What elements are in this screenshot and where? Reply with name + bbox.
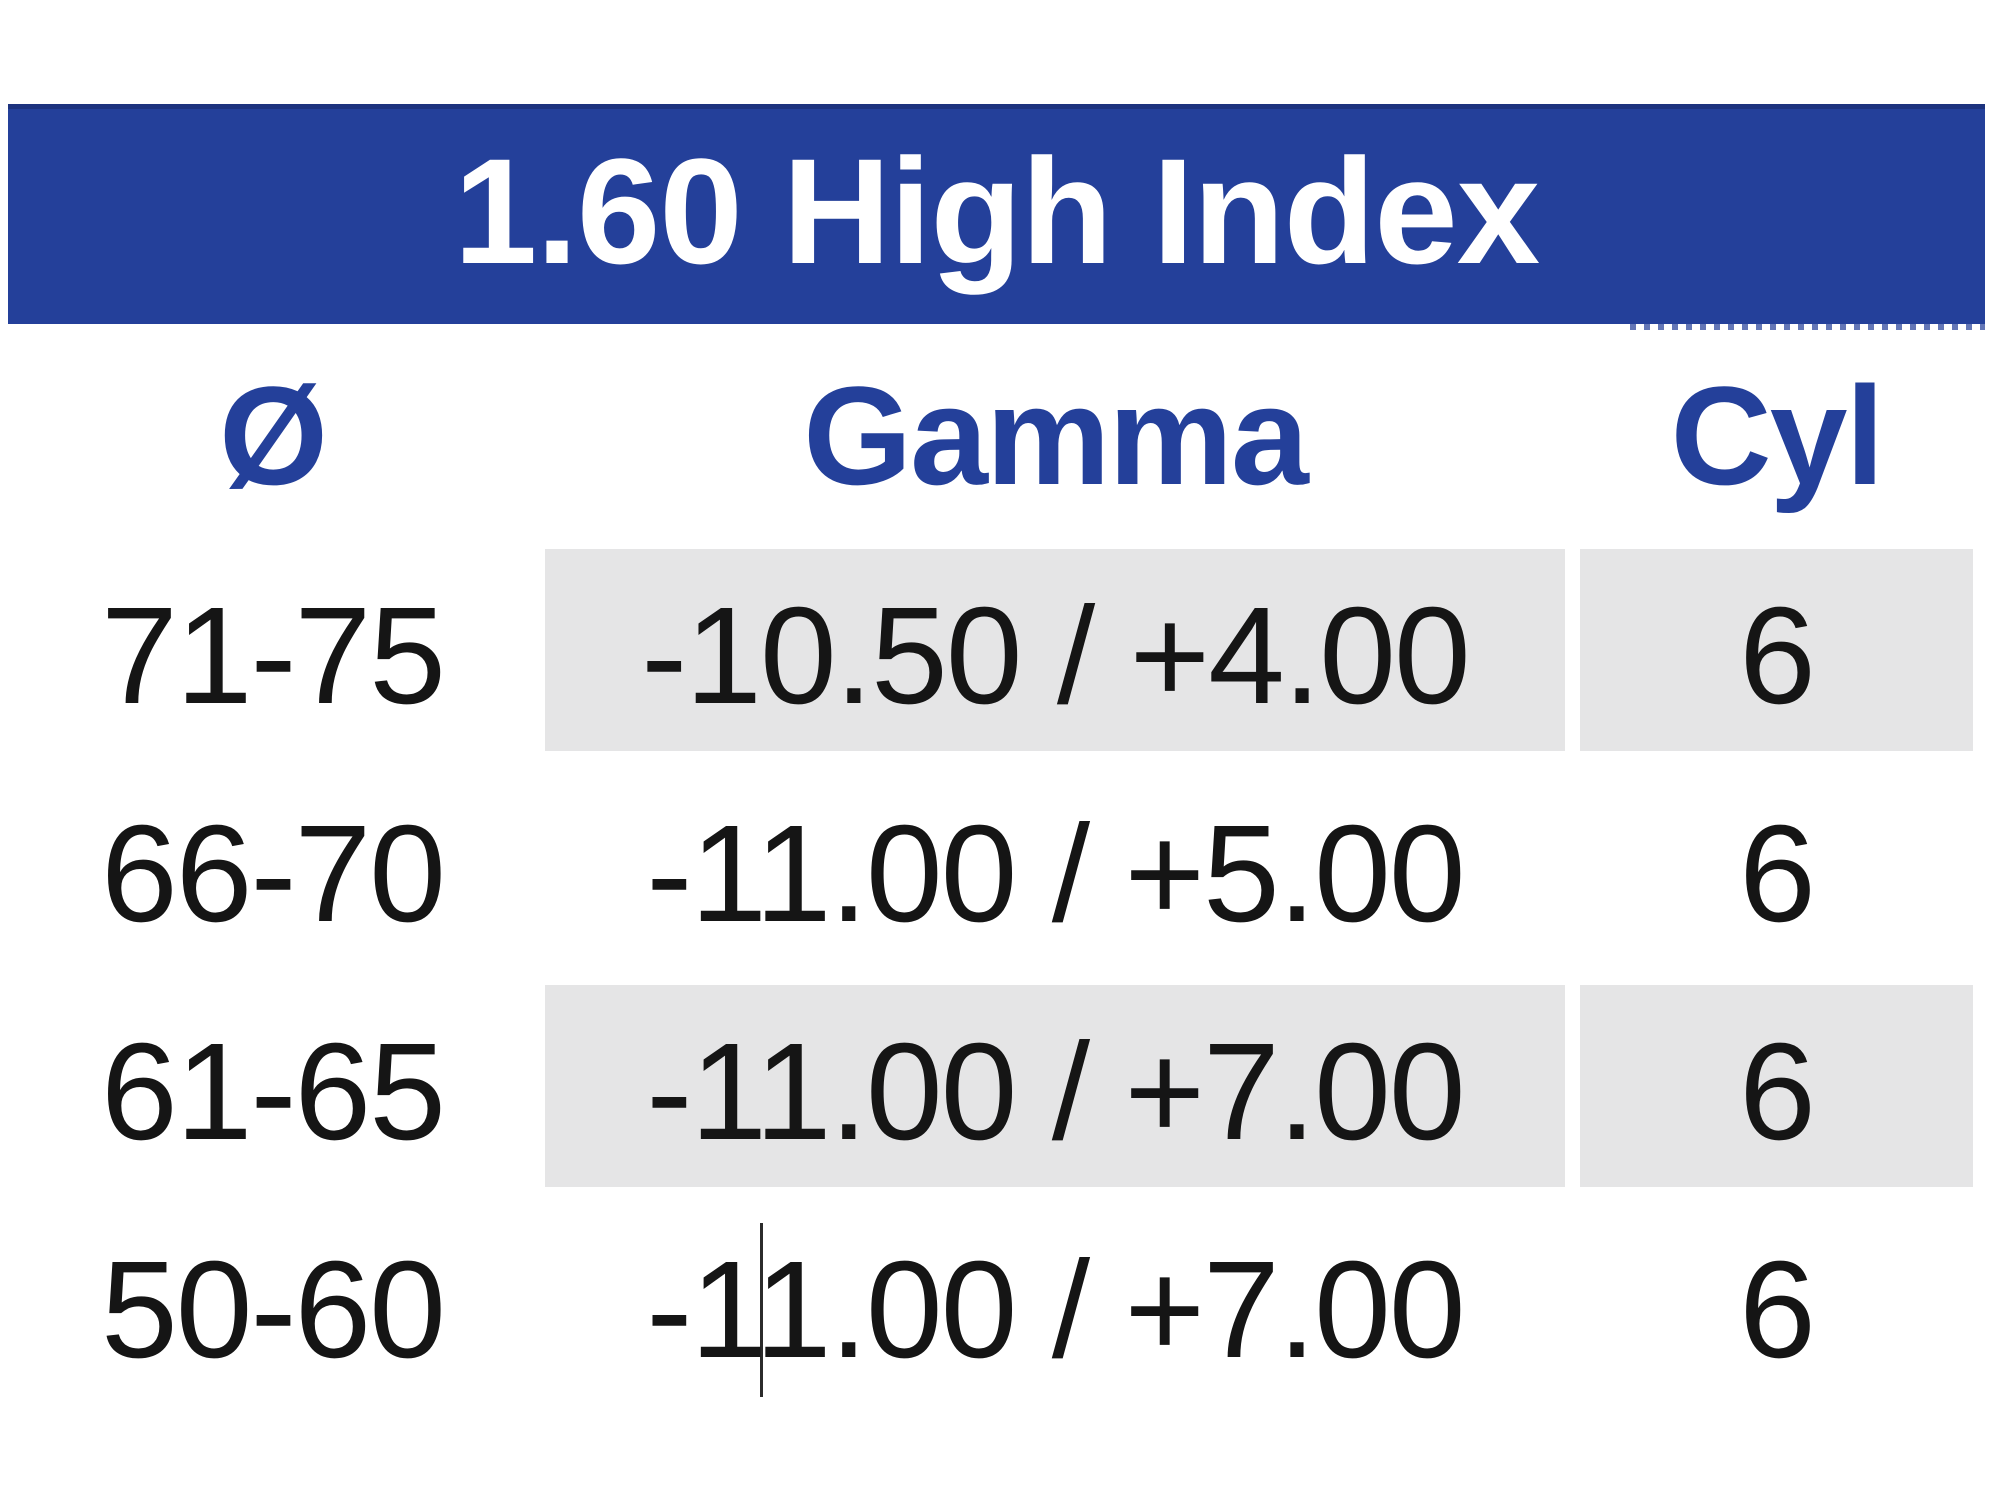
banner-bottom-fringe-artifact	[1630, 324, 1985, 330]
cyl-cell: 6	[1580, 983, 1973, 1201]
table-row: 66-70 -11.00 / +5.00 6	[0, 765, 2000, 983]
cyl-value: 6	[1739, 1014, 1816, 1169]
gamma-value: -10.50 / +4.00	[641, 578, 1470, 733]
column-end-pad	[1973, 983, 2000, 1201]
cyl-value: 6	[1739, 1232, 1816, 1387]
gamma-cell: -10.50 / +4.00	[545, 547, 1565, 765]
column-header-gamma: Gamma	[803, 356, 1309, 514]
cyl-cell: 6	[1580, 1201, 1973, 1419]
cyl-cell-shading	[1580, 549, 1973, 751]
column-header-diameter-cell: Ø	[0, 324, 545, 547]
diameter-symbol: Ø	[219, 356, 328, 514]
gamma-value: -11.00 / +5.00	[646, 796, 1465, 951]
column-gap	[1565, 765, 1580, 983]
diameter-cell: 71-75	[0, 547, 545, 765]
diameter-cell: 50-60	[0, 1201, 545, 1419]
page-title: 1.60 High Index	[453, 127, 1540, 295]
table-row: 50-60 -11.00 / +7.00 6	[0, 1201, 2000, 1419]
diameter-value: 50-60	[101, 1232, 446, 1387]
column-gap	[1565, 547, 1580, 765]
cyl-cell-shading	[1580, 985, 1973, 1187]
cyl-cell: 6	[1580, 547, 1973, 765]
diameter-value: 66-70	[101, 796, 446, 951]
column-gap	[1565, 983, 1580, 1201]
title-banner: 1.60 High Index	[8, 104, 1985, 324]
cyl-cell: 6	[1580, 765, 1973, 983]
gamma-cell-shading	[545, 549, 1565, 751]
gamma-value: -11.00 / +7.00	[646, 1014, 1465, 1169]
diameter-value: 71-75	[101, 578, 446, 733]
table-body: 71-75 -10.50 / +4.00 6 66-70 -11.00 / +5…	[0, 547, 2000, 1419]
gamma-value: -11.00 / +7.00	[646, 1232, 1465, 1387]
column-end-pad	[1973, 765, 2000, 983]
text-cursor-caret[interactable]	[760, 1223, 763, 1397]
cyl-value: 6	[1739, 578, 1816, 733]
gamma-cell: -11.00 / +7.00	[545, 983, 1565, 1201]
diameter-cell: 66-70	[0, 765, 545, 983]
column-gap	[1565, 1201, 1580, 1419]
column-header-cyl: Cyl	[1670, 356, 1885, 514]
diameter-cell: 61-65	[0, 983, 545, 1201]
column-end-pad	[1973, 547, 2000, 765]
gamma-cell: -11.00 / +7.00	[545, 1201, 1565, 1419]
column-header-cyl-cell: Cyl	[1580, 324, 1973, 547]
diameter-value: 61-65	[101, 1014, 446, 1169]
gamma-cell: -11.00 / +5.00	[545, 765, 1565, 983]
table-row: 61-65 -11.00 / +7.00 6	[0, 983, 2000, 1201]
column-gap	[1565, 324, 1580, 547]
column-end-pad	[1973, 324, 2000, 547]
table-row: 71-75 -10.50 / +4.00 6	[0, 547, 2000, 765]
column-end-pad	[1973, 1201, 2000, 1419]
column-header-gamma-cell: Gamma	[545, 324, 1565, 547]
table-header-row: Ø Gamma Cyl	[0, 324, 2000, 547]
gamma-cell-shading	[545, 985, 1565, 1187]
cyl-value: 6	[1739, 796, 1816, 951]
